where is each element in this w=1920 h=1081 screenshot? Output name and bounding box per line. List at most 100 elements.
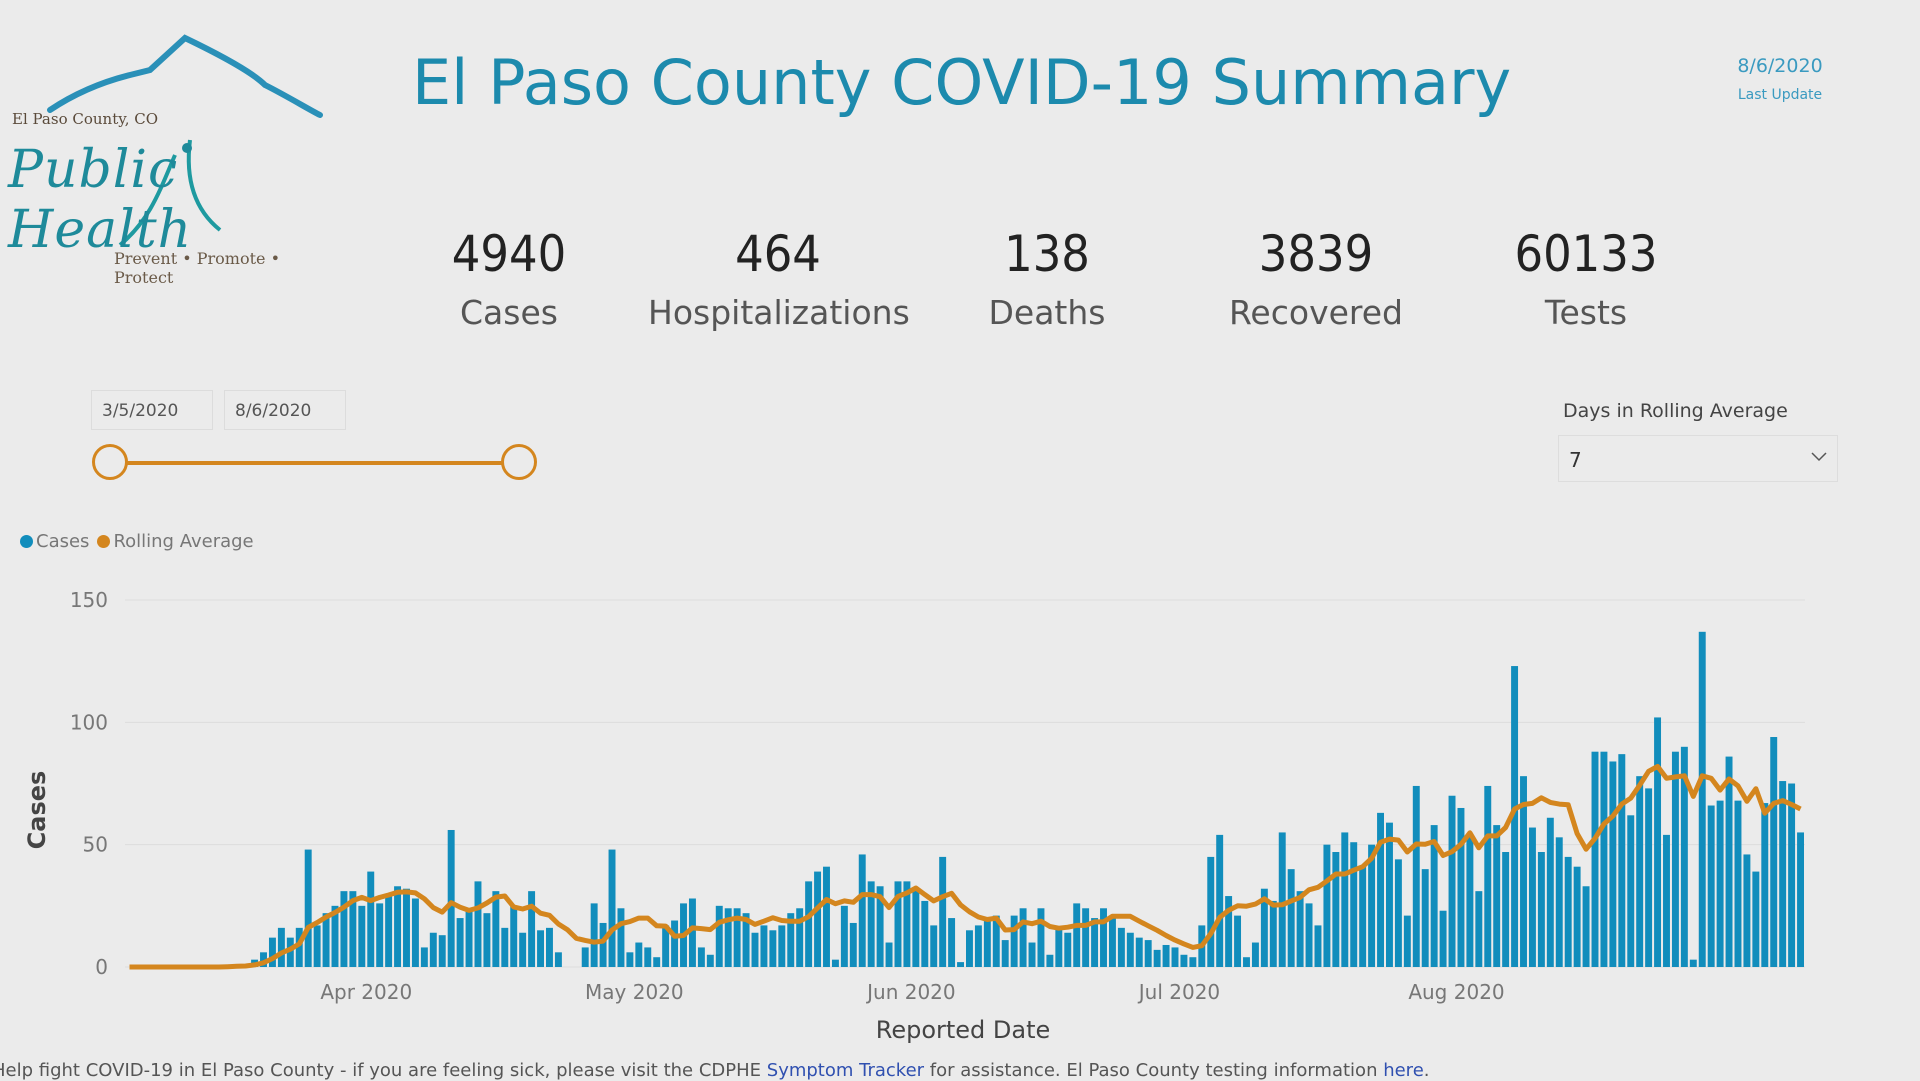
case-bar[interactable] (1546, 817, 1554, 967)
case-bar[interactable] (1671, 751, 1679, 967)
case-bar[interactable] (1475, 891, 1483, 967)
case-bar[interactable] (1144, 940, 1152, 967)
legend-item-rolling-average[interactable]: Rolling Average (97, 531, 254, 552)
case-bar[interactable] (921, 900, 929, 967)
case-bar[interactable] (1037, 908, 1045, 967)
case-bar[interactable] (644, 947, 652, 967)
case-bar[interactable] (1520, 776, 1527, 967)
slider-start-handle[interactable] (92, 444, 128, 480)
case-bar[interactable] (1564, 856, 1572, 967)
case-bar[interactable] (876, 886, 884, 967)
case-bar[interactable] (1725, 756, 1733, 967)
case-bar[interactable] (1466, 834, 1474, 967)
case-bar[interactable] (903, 881, 911, 967)
case-bar[interactable] (492, 891, 500, 967)
case-bar[interactable] (1287, 869, 1295, 967)
case-bar[interactable] (688, 898, 696, 967)
case-bar[interactable] (1627, 815, 1635, 967)
case-bar[interactable] (885, 942, 893, 967)
case-bar[interactable] (1243, 957, 1250, 967)
case-bar[interactable] (939, 856, 947, 967)
start-date-input[interactable]: 3/5/2020 (91, 390, 213, 430)
case-bar[interactable] (260, 952, 267, 967)
case-bar[interactable] (429, 932, 437, 967)
case-bar[interactable] (974, 925, 982, 967)
case-bar[interactable] (1064, 932, 1072, 967)
case-bar[interactable] (286, 937, 294, 967)
case-bar[interactable] (403, 888, 410, 967)
case-bar[interactable] (1484, 785, 1492, 967)
case-bar[interactable] (1386, 822, 1393, 967)
case-bar[interactable] (411, 898, 419, 967)
case-bar[interactable] (1082, 908, 1090, 967)
case-bar[interactable] (796, 908, 804, 967)
case-bar[interactable] (1305, 903, 1313, 967)
case-bar[interactable] (894, 881, 902, 967)
case-bar[interactable] (465, 910, 473, 967)
case-bar[interactable] (805, 881, 813, 967)
case-bar[interactable] (1797, 832, 1804, 967)
case-bar[interactable] (1001, 940, 1009, 967)
case-bar[interactable] (376, 903, 384, 967)
case-bar[interactable] (277, 927, 285, 967)
case-bar[interactable] (1180, 954, 1188, 967)
case-bar[interactable] (867, 881, 875, 967)
case-bar[interactable] (1073, 903, 1081, 967)
case-bar[interactable] (1636, 776, 1644, 967)
case-bar[interactable] (1010, 915, 1018, 967)
case-bar[interactable] (1153, 949, 1161, 967)
case-bar[interactable] (304, 849, 312, 967)
case-bar[interactable] (769, 930, 777, 967)
case-bar[interactable] (537, 930, 544, 967)
case-bar[interactable] (510, 905, 518, 967)
case-bar[interactable] (1091, 918, 1099, 967)
case-bar[interactable] (1368, 844, 1376, 967)
case-bar[interactable] (992, 915, 1000, 967)
case-bar[interactable] (957, 962, 964, 967)
case-bar[interactable] (1689, 959, 1697, 967)
case-bar[interactable] (626, 952, 634, 967)
case-bar[interactable] (1251, 942, 1259, 967)
case-bar[interactable] (1573, 866, 1581, 967)
case-bar[interactable] (1350, 842, 1358, 967)
case-bar[interactable] (1377, 812, 1384, 967)
case-bar[interactable] (760, 925, 768, 967)
case-bar[interactable] (1341, 832, 1349, 967)
case-bar[interactable] (653, 957, 661, 967)
legend-item-cases[interactable]: Cases (20, 531, 89, 552)
case-bar[interactable] (787, 913, 795, 967)
case-bar[interactable] (858, 854, 866, 967)
case-bar[interactable] (742, 913, 750, 967)
symptom-tracker-link[interactable]: Symptom Tracker (766, 1060, 925, 1081)
case-bar[interactable] (1100, 908, 1107, 967)
case-bar[interactable] (1761, 803, 1769, 967)
case-bar[interactable] (1225, 896, 1233, 967)
case-bar[interactable] (1502, 852, 1510, 967)
case-bar[interactable] (983, 918, 991, 967)
case-bar[interactable] (1448, 795, 1456, 967)
case-bar[interactable] (1591, 751, 1599, 967)
rolling-average-dropdown[interactable]: 7 (1558, 435, 1838, 482)
case-bar[interactable] (1770, 737, 1778, 967)
case-bar[interactable] (420, 947, 428, 967)
case-bar[interactable] (697, 947, 705, 967)
case-bar[interactable] (1216, 834, 1224, 967)
case-bar[interactable] (501, 927, 509, 967)
case-bar[interactable] (912, 888, 920, 967)
case-bar[interactable] (1135, 937, 1143, 967)
case-bar[interactable] (1421, 869, 1429, 967)
case-bar[interactable] (456, 918, 464, 967)
end-date-input[interactable]: 8/6/2020 (224, 390, 346, 430)
case-bar[interactable] (394, 886, 402, 967)
case-bar[interactable] (385, 896, 393, 967)
date-range-slider-track[interactable] (110, 461, 518, 465)
case-bar[interactable] (1126, 932, 1134, 967)
case-bar[interactable] (1260, 888, 1268, 967)
case-bar[interactable] (778, 925, 786, 967)
case-bar[interactable] (1359, 866, 1367, 967)
case-bar[interactable] (1716, 800, 1724, 967)
testing-info-link[interactable]: here (1383, 1060, 1424, 1081)
case-bar[interactable] (1332, 852, 1340, 967)
case-bar[interactable] (733, 908, 741, 967)
case-bar[interactable] (349, 891, 357, 967)
